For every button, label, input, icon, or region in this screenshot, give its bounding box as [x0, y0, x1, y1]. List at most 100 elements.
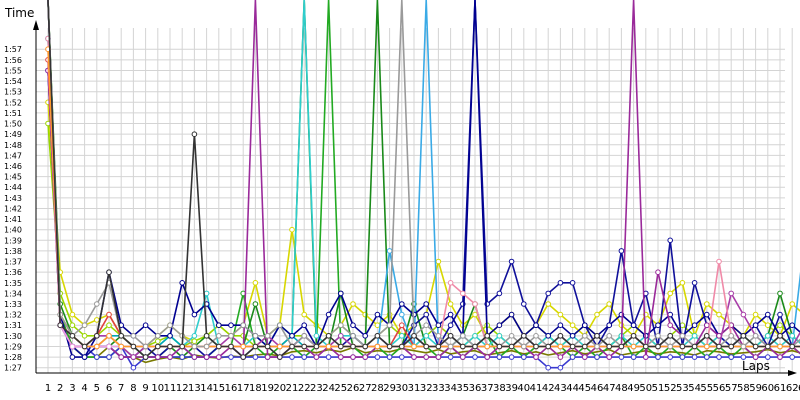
data-point: [228, 322, 234, 329]
data-point: [618, 354, 625, 360]
data-point: [728, 343, 735, 350]
data-point: [338, 354, 344, 360]
data-point: [704, 354, 710, 360]
x-tick-label: 21: [286, 383, 299, 394]
x-tick-label: 57: [725, 383, 738, 394]
data-point: [606, 322, 613, 329]
x-tick-label: 23: [310, 383, 323, 394]
data-point: [411, 343, 417, 350]
data-point: [155, 333, 161, 339]
data-point: [679, 333, 686, 339]
x-tick-label: 4: [81, 383, 87, 394]
data-point: [618, 248, 625, 254]
x-axis-title: Laps: [742, 359, 770, 373]
data-point: [728, 333, 735, 339]
data-point: [655, 343, 661, 350]
data-point: [752, 354, 759, 360]
y-tick-label: 1:41: [4, 215, 22, 224]
data-point: [716, 354, 722, 360]
data-point: [94, 354, 100, 360]
data-point: [325, 343, 332, 350]
x-tick-label: 19: [261, 383, 274, 394]
data-point: [350, 301, 356, 307]
data-point: [496, 322, 503, 329]
y-tick-label: 1:50: [4, 120, 22, 129]
x-tick-label: 22: [298, 383, 311, 394]
x-tick-label: 47: [603, 383, 616, 394]
series-19: [47, 0, 800, 360]
data-point: [460, 343, 466, 350]
x-tick-label: 30: [395, 383, 408, 394]
data-point: [94, 343, 100, 350]
data-point: [472, 343, 478, 350]
data-point: [167, 354, 173, 360]
data-point: [179, 280, 185, 286]
data-point: [69, 343, 76, 350]
x-tick-label: 35: [456, 383, 469, 394]
data-point: [289, 333, 295, 339]
data-point: [191, 354, 198, 360]
data-point: [496, 354, 503, 360]
data-point: [789, 333, 796, 339]
data-point: [386, 248, 393, 254]
x-tick-label: 53: [676, 383, 689, 394]
data-point: [484, 343, 491, 350]
y-tick-label: 1:33: [4, 300, 22, 309]
data-point: [569, 333, 576, 339]
data-point: [655, 269, 661, 276]
data-point: [630, 343, 637, 350]
data-point: [301, 333, 308, 339]
data-point: [155, 354, 161, 360]
data-point: [545, 290, 552, 297]
y-tick-label: 1:45: [4, 173, 22, 182]
data-point: [630, 333, 637, 339]
data-point: [81, 333, 88, 339]
data-point: [557, 333, 564, 339]
data-point: [533, 343, 539, 350]
data-point: [496, 333, 503, 339]
x-tick-label: 41: [530, 383, 543, 394]
data-point: [460, 333, 466, 339]
data-point: [216, 333, 222, 339]
x-tick-label: 2: [57, 383, 63, 394]
y-tick-labels: 1:27 1:28 1:291:30 1:311:32 1:33 1:341:35 1:36…: [4, 45, 22, 372]
data-point: [557, 322, 564, 329]
x-tick-label: 6: [106, 383, 112, 394]
data-point: [594, 354, 600, 360]
data-point: [106, 354, 112, 360]
data-point: [69, 354, 76, 360]
data-point: [606, 301, 613, 307]
data-point: [472, 354, 478, 360]
data-point: [460, 290, 466, 297]
data-point: [447, 301, 454, 307]
y-tick-label: 1:38: [4, 247, 22, 256]
y-tick-label: 1:29: [4, 342, 22, 351]
data-point: [264, 354, 271, 360]
data-point: [94, 301, 100, 307]
data-point: [374, 354, 381, 360]
data-point: [106, 333, 112, 339]
y-tick-label: 1:39: [4, 236, 22, 245]
y-tick-label: 1:56: [4, 56, 22, 65]
data-point: [472, 333, 478, 339]
data-point: [338, 322, 344, 329]
data-point: [618, 343, 625, 350]
data-point: [728, 354, 735, 360]
x-tick-label: 27: [359, 383, 372, 394]
x-tick-label: 56: [713, 383, 726, 394]
data-point: [740, 343, 747, 350]
data-point: [606, 333, 613, 339]
data-point: [216, 343, 222, 350]
data-point: [447, 354, 454, 360]
data-point: [765, 333, 771, 339]
data-point: [191, 343, 198, 350]
data-point: [716, 258, 722, 265]
x-tick-label: 40: [517, 383, 530, 394]
data-point: [557, 343, 564, 350]
x-tick-label: 32: [420, 383, 433, 394]
data-point: [655, 322, 661, 329]
y-tick-label: 1:31: [4, 321, 22, 330]
data-point: [423, 354, 430, 360]
y-tick-label: 1:52: [4, 98, 22, 107]
data-point: [203, 333, 210, 339]
